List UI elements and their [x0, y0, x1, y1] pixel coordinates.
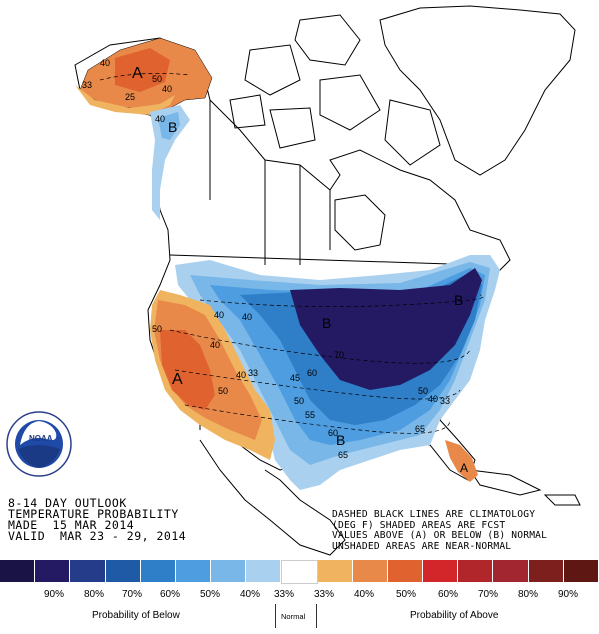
title-line-1: 8-14 DAY OUTLOOK [8, 496, 127, 510]
alaska-50-label: 50 [152, 74, 162, 84]
alaska-25-label: 25 [125, 92, 135, 102]
alaska-a-label: A [132, 65, 143, 82]
west-above-60 [160, 330, 215, 410]
below-70-region [290, 268, 482, 390]
note-line-3: VALUES ABOVE (A) OR BELOW (B) NORMAL [332, 530, 548, 541]
title-line-2: TEMPERATURE PROBABILITY [8, 507, 179, 521]
title-line-3: MADE 15 MAR 2014 [8, 518, 135, 532]
alaska-above-outer [75, 85, 175, 115]
central-40-label: 40 [242, 312, 252, 322]
scale-label-1: 80% [84, 589, 105, 600]
scale-label-5: 40% [240, 589, 261, 600]
alaska-below-region [150, 105, 190, 220]
scale-label-13: 90% [558, 589, 579, 600]
normal-label: Normal [281, 612, 306, 621]
title-line-4: VALID MAR 23 - 29, 2014 [8, 529, 187, 543]
west-40-label: 40 [214, 310, 224, 320]
central-60-label: 60 [307, 368, 317, 378]
scale-swatch-9 [317, 560, 353, 582]
central-60b-label: 60 [328, 428, 338, 438]
central-65-label: 65 [338, 450, 348, 460]
central-70-label: 70 [334, 350, 344, 360]
scale-label-3: 60% [160, 589, 181, 600]
scale-label-9: 50% [396, 589, 417, 600]
central-b-label: B [322, 315, 331, 331]
title-block: 8-14 DAY OUTLOOK TEMPERATURE PROBABILITY… [8, 496, 187, 543]
scale-label-6: 33% [274, 589, 295, 600]
scale-swatch-15 [528, 560, 564, 582]
scale-swatch-16 [563, 560, 599, 582]
west-50b-label: 50 [218, 386, 228, 396]
below-title: Probability of Below [92, 610, 180, 621]
scale-label-0: 90% [44, 589, 65, 600]
above-title: Probability of Above [410, 610, 499, 621]
se-50-label: 50 [418, 386, 428, 396]
se-b-label: B [336, 432, 345, 448]
noaa-logo: NOAA [6, 411, 72, 477]
alaska-40-label: 40 [162, 84, 172, 94]
scale-swatch-14 [493, 560, 529, 582]
alaska-b-label: B [168, 119, 177, 135]
scale-swatch-12 [423, 560, 459, 582]
scale-swatch-3 [105, 560, 141, 582]
scale-swatch-7 [246, 560, 282, 582]
scale-swatch-1 [35, 560, 71, 582]
west-40c-label: 40 [236, 370, 246, 380]
central-45-label: 45 [290, 373, 300, 383]
west-a-label: A [172, 371, 183, 388]
central-55-label: 55 [305, 410, 315, 420]
scale-swatch-8 [281, 560, 318, 584]
alaska-above-region-2 [115, 48, 170, 92]
florida-above-region [445, 440, 478, 482]
noaa-logo-text: NOAA [29, 434, 53, 443]
west-50a-label: 50 [152, 324, 162, 334]
alaska-b40-label: 40 [155, 114, 165, 124]
forecast-map: A 50 40 40 33 25 B 40 A 50 50 40 40 33 4… [74, 5, 581, 556]
scale-label-12: 80% [518, 589, 539, 600]
note-line-4: UNSHADED AREAS ARE NEAR-NORMAL [332, 540, 512, 552]
alaska-40b-label: 40 [100, 58, 110, 68]
scale-swatch-5 [175, 560, 212, 582]
climatology-lines [99, 73, 484, 434]
scale-label-11: 70% [478, 589, 499, 600]
se-40-label: 40 [428, 394, 438, 404]
scale-swatch-0 [0, 560, 36, 582]
scale-labels: 90% 80% 70% 60% 50% 40% 33% 33% 40% 50% 60% 70% 80% 9… [0, 589, 599, 603]
west-33-label: 33 [248, 368, 258, 378]
west-40b-label: 40 [210, 340, 220, 350]
note-block: DASHED BLACK LINES ARE CLIMATOLOGY (DEG … [332, 509, 548, 552]
scale-swatch-2 [70, 560, 106, 582]
central-50-label: 50 [294, 396, 304, 406]
scale-label-8: 40% [354, 589, 375, 600]
normal-bracket [275, 604, 317, 628]
alaska-below-inner [158, 112, 180, 140]
note-line-2: (DEG F) SHADED AREAS ARE FCST [332, 519, 506, 531]
scale-label-7: 33% [314, 589, 335, 600]
scale-label-10: 60% [438, 589, 459, 600]
scale-label-4: 50% [200, 589, 221, 600]
se-33-label: 33 [440, 396, 450, 406]
scale-swatch-10 [352, 560, 388, 582]
fl-a-label: A [460, 461, 468, 475]
scale-swatch-4 [140, 560, 176, 582]
scale-swatch-13 [458, 560, 494, 582]
ne-b-label: B [454, 292, 463, 308]
se-65-label: 65 [415, 424, 425, 434]
scale-swatch-6 [211, 560, 247, 582]
scale-label-2: 70% [122, 589, 143, 600]
color-scale [0, 560, 599, 584]
note-line-1: DASHED BLACK LINES ARE CLIMATOLOGY [332, 509, 536, 520]
scale-swatch-11 [387, 560, 424, 582]
alaska-33-label: 33 [82, 80, 92, 90]
